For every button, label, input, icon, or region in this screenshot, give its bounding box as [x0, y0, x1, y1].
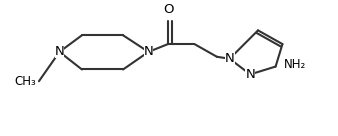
Text: NH₂: NH₂	[284, 58, 306, 71]
Text: N: N	[55, 45, 64, 58]
Text: N: N	[245, 68, 255, 81]
Text: CH₃: CH₃	[14, 75, 36, 88]
Text: O: O	[163, 3, 173, 16]
Text: N: N	[144, 45, 153, 58]
Text: N: N	[225, 52, 235, 65]
